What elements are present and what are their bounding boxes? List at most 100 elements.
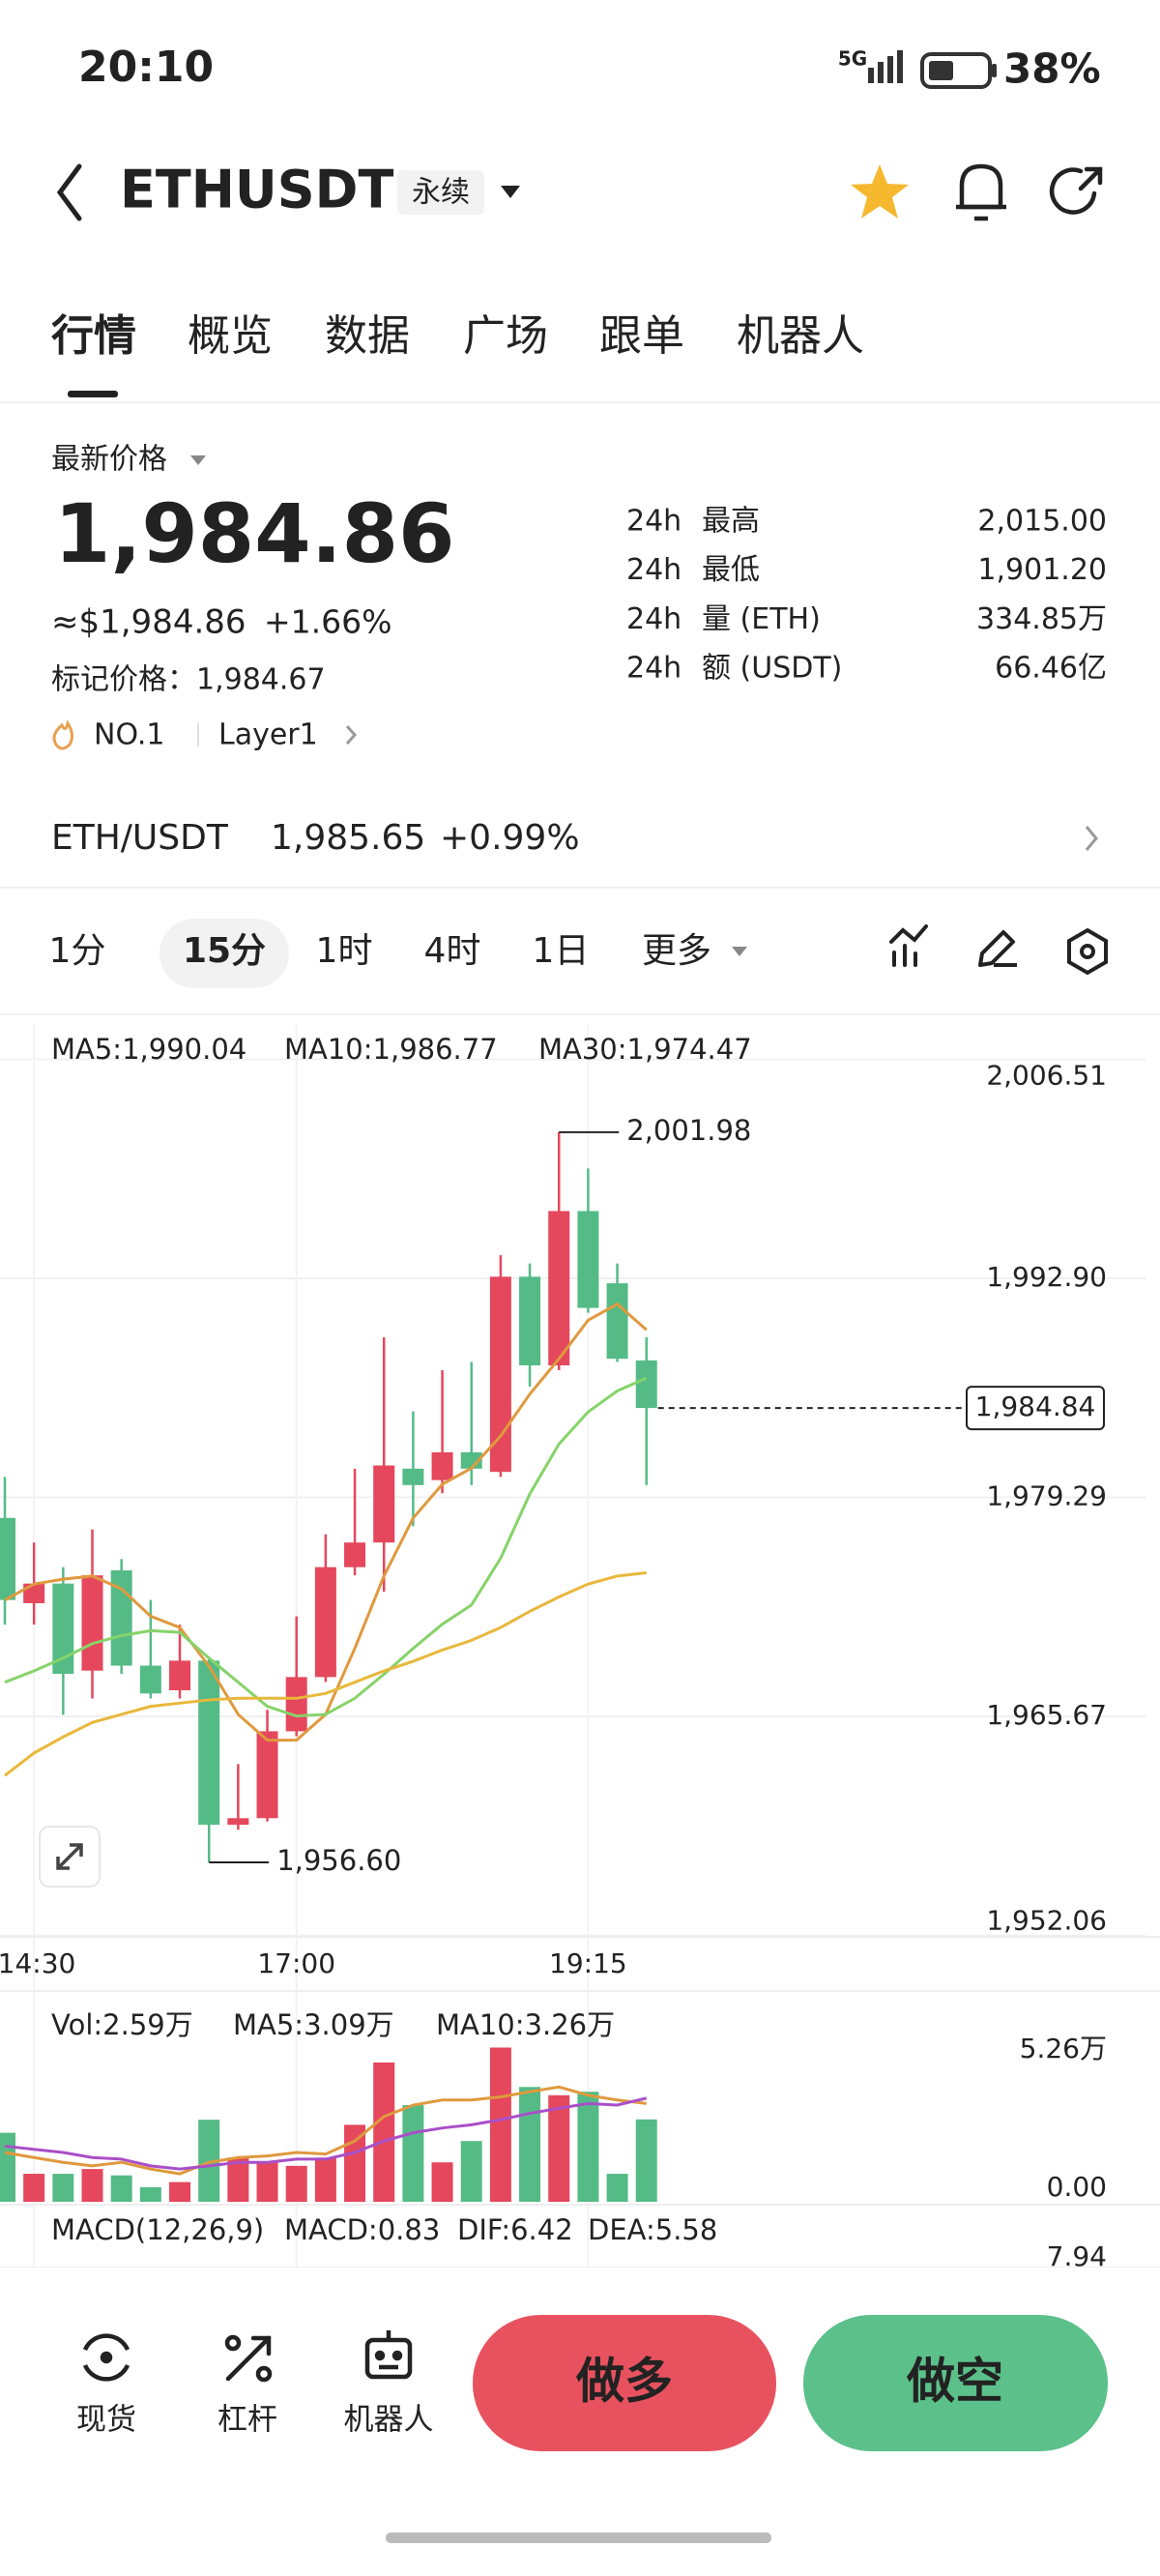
network: 5G	[838, 47, 867, 71]
price-change: +1.66%	[264, 603, 392, 641]
interval: 15分	[183, 931, 266, 971]
expand-button[interactable]	[39, 1826, 101, 1888]
candle-body	[81, 1575, 103, 1671]
interval-selected	[160, 919, 289, 988]
back-button[interactable]	[56, 163, 82, 221]
spot-chevron[interactable]	[1085, 826, 1098, 851]
candle-body	[548, 1211, 570, 1366]
tab-underline	[68, 391, 118, 397]
flame-icon	[52, 719, 74, 750]
x-tick-label: 14:30	[0, 1947, 75, 1979]
spot-icon[interactable]	[82, 2333, 130, 2382]
last-price: 1,984.86	[54, 486, 455, 581]
volume-bar	[139, 2186, 161, 2202]
x-tick-label: 17:00	[257, 1947, 335, 1979]
candle-body	[314, 1566, 336, 1678]
tab: 行情	[51, 311, 136, 361]
margin-icon[interactable]	[224, 2334, 273, 2383]
tool-label: 杠杆	[218, 2403, 277, 2438]
macd-title: MACD(12,26,9)	[51, 2213, 264, 2246]
stat-period: 24h	[626, 652, 682, 686]
tool-label: 机器人	[344, 2403, 434, 2438]
long-label: 做多	[575, 2354, 673, 2410]
volume-bar	[402, 2105, 424, 2202]
candle-body	[606, 1283, 628, 1360]
candle-body	[139, 1665, 161, 1694]
x-tick-label: 19:15	[549, 1947, 627, 1979]
ma-line	[4, 1376, 648, 1718]
candle-body	[519, 1276, 541, 1366]
more-dropdown[interactable]	[732, 947, 747, 956]
tab: 概览	[188, 311, 273, 361]
interval: 1时	[316, 931, 373, 971]
high-label: 2,001.98	[626, 1114, 751, 1147]
favorite-star[interactable]	[851, 164, 909, 219]
usd-price: ≈$1,984.86	[51, 603, 246, 642]
symbol-dropdown[interactable]	[501, 186, 520, 198]
bot-icon[interactable]	[364, 2330, 413, 2380]
volume-tick-label: 5.26万	[1020, 2033, 1107, 2064]
interval: 1分	[49, 931, 106, 971]
status-time: 20:10	[78, 43, 214, 92]
candle-body	[577, 1211, 599, 1308]
volume-ma-line	[4, 2096, 648, 2171]
volume-bar	[314, 2157, 336, 2202]
volume-bar	[489, 2047, 511, 2202]
volume-tick-label: 0.00	[1047, 2171, 1107, 2203]
candle-body	[373, 1465, 395, 1543]
volume-bar	[81, 2169, 103, 2202]
volume-bar	[227, 2157, 249, 2202]
macd-value: MACD:0.83	[284, 2213, 440, 2246]
short-button[interactable]	[803, 2315, 1108, 2451]
stat-value: 66.46亿	[995, 652, 1107, 686]
volume-bar	[373, 2062, 395, 2202]
stat-value: 1,901.20	[977, 553, 1107, 587]
volume-bar	[285, 2165, 307, 2202]
tab: 跟单	[599, 311, 684, 361]
volume-bar	[519, 2087, 541, 2202]
candle-body	[198, 1660, 220, 1826]
tool-label: 现货	[76, 2403, 136, 2438]
tab: 数据	[325, 311, 410, 361]
candle-body	[344, 1542, 366, 1567]
spot-pair: ETH/USDT	[51, 818, 229, 858]
candle-body	[285, 1677, 307, 1732]
dif-value: DIF:6.42	[457, 2213, 573, 2246]
candle-body	[227, 1818, 249, 1826]
spot-price: 1,985.65	[271, 818, 425, 858]
tab: 机器人	[737, 311, 864, 361]
tag-chevron[interactable]	[345, 725, 358, 745]
last-price-label: 1,984.84	[975, 1390, 1096, 1422]
ma-label: MA10:1,986.77	[284, 1033, 498, 1066]
dea-value: DEA:5.58	[588, 2213, 717, 2246]
volume-bar	[548, 2094, 570, 2202]
settings-icon[interactable]	[1067, 927, 1108, 976]
candle-body	[489, 1276, 511, 1473]
long-button[interactable]	[473, 2315, 776, 2451]
stat-name: 额 (USDT)	[702, 652, 842, 686]
mark-price: 标记价格：1,984.67	[51, 663, 326, 697]
stat-name: 最高	[702, 505, 760, 539]
volume-bar	[110, 2175, 132, 2202]
chart-area: 2,006.51 1,992.90 1,979.29 1,965.67 1,952.06…	[0, 1025, 1160, 2268]
draw-icon[interactable]	[978, 930, 1017, 967]
volume-bar	[169, 2181, 191, 2202]
stat-period: 24h	[626, 505, 682, 539]
stat-name: 最低	[702, 553, 760, 587]
volume-ma-label: MA5:3.09万	[233, 2008, 394, 2041]
share-icon[interactable]	[1049, 166, 1103, 215]
volume-bar	[0, 2132, 15, 2202]
signal-icon	[868, 50, 903, 83]
symbol: ETHUSDT	[120, 160, 393, 220]
last-price-tag	[966, 1386, 1105, 1431]
indicator-icon[interactable]	[889, 924, 928, 967]
volume-bar	[635, 2119, 657, 2202]
tab: 广场	[463, 311, 548, 361]
interval: 4时	[424, 931, 481, 971]
contract-badge	[397, 170, 484, 215]
alert-bell[interactable]	[956, 163, 1006, 221]
price-type-dropdown[interactable]	[190, 455, 206, 465]
volume-bar	[431, 2162, 453, 2202]
